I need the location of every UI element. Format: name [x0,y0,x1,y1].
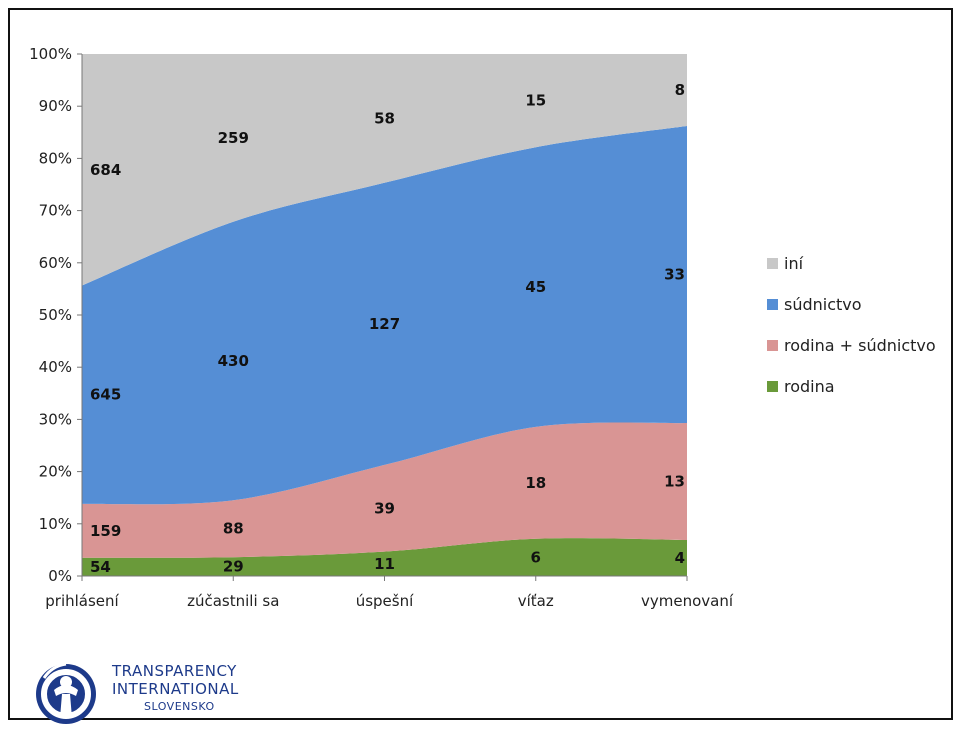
legend-label: rodina [784,377,835,396]
data-label: 684 [90,161,121,179]
logo-line-1: TRANSPARENCY [112,662,237,680]
area-in- [82,54,687,286]
area-series-group [82,54,687,576]
data-label: 8 [675,81,685,99]
logo-line-3: SLOVENSKO [144,700,215,713]
y-tick-label: 90% [39,97,72,115]
legend-label: rodina + súdnictvo [784,336,936,355]
x-category-label: zúčastnili sa [187,592,279,610]
y-axis-ticks: 0% 10% 20% 30% 40% 50% 60% 70% 80% 90% 100% [29,45,82,585]
data-label: 39 [374,499,395,517]
y-tick-label: 70% [39,202,72,220]
logo-line-2: INTERNATIONAL [112,680,239,698]
transparency-logo: TRANSPARENCY INTERNATIONAL SLOVENSKO [32,660,292,730]
x-category-label: prihlásení [45,592,119,610]
y-tick-label: 80% [39,149,72,167]
data-label: 33 [664,266,685,284]
y-tick-label: 60% [39,254,72,272]
data-label: 45 [525,278,546,296]
legend-label: súdnictvo [784,295,862,314]
transparency-international-globe-icon [36,662,96,724]
x-category-label: úspešní [356,592,414,610]
data-label: 13 [664,473,685,491]
legend-label: iní [784,254,804,273]
area-rodina [82,538,687,576]
x-category-label: vymenovaní [641,592,734,610]
y-tick-label: 50% [39,306,72,324]
data-label: 18 [525,474,546,492]
x-axis-categories: prihlásení zúčastnili sa úspešní víťaz vymen… [45,576,734,610]
y-tick-label: 10% [39,515,72,533]
stacked-area-chart: 0% 10% 20% 30% 40% 50% 60% 70% 80% 90% 100% prihlá… [29,45,936,610]
data-label: 29 [223,558,244,576]
data-label: 4 [675,549,685,567]
data-label: 15 [525,92,546,110]
y-tick-label: 30% [39,410,72,428]
y-tick-label: 100% [29,45,72,63]
y-tick-label: 0% [48,567,72,585]
legend: iní súdnictvo rodina + súdnictvo rodina [767,254,936,396]
data-label: 58 [374,109,395,127]
y-tick-label: 20% [39,463,72,481]
area-rodina-s-dnictvo [82,422,687,558]
data-label: 259 [218,129,249,147]
data-labels: 54 29 11 6 4 159 88 39 18 13 645 430 127 45 33 684 259 58… [90,81,685,576]
legend-swatch [767,381,778,392]
data-label: 11 [374,555,395,573]
data-label: 6 [531,548,541,566]
slide-frame: 0% 10% 20% 30% 40% 50% 60% 70% 80% 90% 100% prihlá… [8,8,953,724]
data-label: 88 [223,520,244,538]
legend-swatch [767,340,778,351]
area-s-dnictvo [82,126,687,505]
data-label: 127 [369,315,400,333]
legend-swatch [767,299,778,310]
x-category-label: víťaz [518,592,554,610]
data-label: 430 [218,352,249,370]
data-label: 54 [90,558,111,576]
data-label: 645 [90,386,121,404]
y-tick-label: 40% [39,358,72,376]
data-label: 159 [90,522,121,540]
legend-swatch [767,258,778,269]
